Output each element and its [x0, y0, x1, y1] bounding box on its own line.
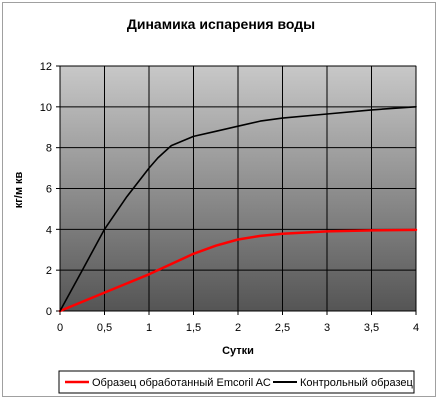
- legend-box: [58, 370, 415, 394]
- y-tick-label: 0: [46, 306, 52, 318]
- x-tick-label: 2: [235, 322, 241, 334]
- x-axis-label: Сутки: [222, 345, 254, 357]
- legend-label-control: Контрольный образец: [300, 377, 414, 389]
- chart-frame: Динамика испарения воды 0 2 4 6 8 10 12 0 0,5 1 1,…: [2, 2, 436, 397]
- y-tick-label: 12: [40, 61, 52, 73]
- y-tick-label: 2: [46, 265, 52, 277]
- y-tick-label: 10: [40, 102, 52, 114]
- x-tick-label: 3: [324, 322, 330, 334]
- x-tick-label: 0,5: [97, 322, 112, 334]
- x-tick-label: 0: [57, 322, 63, 334]
- x-tick-label: 1: [146, 322, 152, 334]
- axes: [56, 65, 417, 315]
- series-line-treated: [58, 228, 418, 313]
- y-tick-label: 8: [46, 143, 52, 155]
- legend-label-treated: Образец обработанный Emcoril AC: [92, 377, 271, 389]
- y-tick-label: 4: [46, 224, 52, 236]
- tick-labels: 0 2 4 6 8 10 12 0 0,5 1 1,5 2 2,5 3 3,5 4: [40, 61, 419, 334]
- series-line-control: [59, 106, 417, 312]
- x-tick-label: 2,5: [275, 322, 290, 334]
- y-axis-label: кг/м кв: [13, 171, 25, 208]
- x-tick-label: 4: [413, 322, 419, 334]
- y-tick-label: 6: [46, 184, 52, 196]
- x-tick-label: 3,5: [364, 322, 379, 334]
- line-chart: Динамика испарения воды 0 2 4 6 8 10 12 0 0,5 1 1,…: [13, 16, 419, 394]
- chart-title: Динамика испарения воды: [127, 16, 315, 32]
- x-tick-label: 1,5: [186, 322, 201, 334]
- legend: Образец обработанный Emcoril AC Контроль…: [58, 370, 415, 394]
- series-lines: [58, 106, 418, 313]
